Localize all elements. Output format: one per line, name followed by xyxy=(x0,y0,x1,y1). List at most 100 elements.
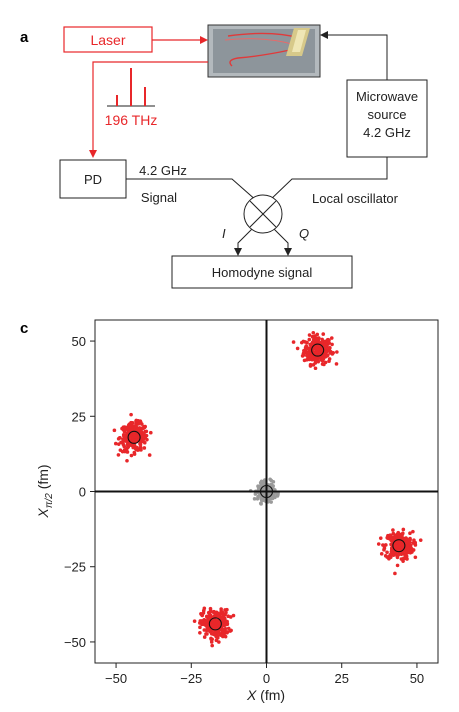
scatter-point xyxy=(318,350,323,355)
local-oscillator-label: Local oscillator xyxy=(312,191,399,206)
scatter-point xyxy=(379,552,384,556)
scatter-point xyxy=(228,615,233,619)
scatter-point xyxy=(205,619,210,624)
scatter-point xyxy=(141,426,146,430)
scatter-point xyxy=(313,358,317,362)
scatter-point xyxy=(204,614,209,619)
scatter-point xyxy=(331,351,336,355)
scatter-point xyxy=(209,640,214,644)
scatter-point xyxy=(201,611,206,615)
mixer-icon xyxy=(243,194,283,234)
scatter-point xyxy=(136,419,141,423)
scatter-point xyxy=(310,340,315,344)
scatter-point xyxy=(268,477,272,482)
scatter-point xyxy=(259,502,263,506)
scatter-point xyxy=(378,536,383,540)
scatter-point xyxy=(401,531,405,536)
scatter-point xyxy=(212,632,216,637)
scatter-point xyxy=(123,427,127,432)
scatter-point xyxy=(387,556,391,561)
scatter-point xyxy=(116,453,121,457)
x-axis-label-unit: (fm) xyxy=(256,687,285,703)
scatter-point xyxy=(335,350,339,354)
q-label: Q xyxy=(299,226,309,241)
scatter-point xyxy=(315,332,320,337)
x-axis-label-main: X xyxy=(246,687,257,703)
scatter-point xyxy=(418,538,423,542)
local-oscillator-line xyxy=(267,157,388,203)
microwave-source-box xyxy=(346,79,428,158)
panel-c: c −50 −25 0 25 50 −50 −25 0 25 50 Xπ/2 (fm) X (fm… xyxy=(20,319,439,703)
scatter-point xyxy=(406,550,411,555)
microwave-label-line1: Microwave xyxy=(356,89,418,104)
scatter-point xyxy=(112,428,117,433)
scatter-point xyxy=(314,346,319,351)
scatter-point xyxy=(383,554,388,558)
y-axis-label-sub: π/2 xyxy=(44,493,55,508)
scatter-point xyxy=(307,333,312,337)
scatter-point xyxy=(382,548,386,552)
device-chip-image xyxy=(207,24,321,78)
scatter-point xyxy=(221,612,226,616)
scatter-point xyxy=(127,442,132,447)
scatter-point xyxy=(401,527,406,532)
scatter-point xyxy=(116,436,121,441)
scatter-point xyxy=(399,557,404,561)
scatter-point xyxy=(376,542,381,546)
scatter-point xyxy=(309,354,314,359)
scatter-point xyxy=(135,427,140,432)
q-arrow-icon xyxy=(284,248,292,256)
scatter-point xyxy=(231,613,236,618)
scatter-point xyxy=(252,497,257,501)
scatter-point xyxy=(134,424,138,429)
x-tick-label: −25 xyxy=(180,671,202,686)
x-tick-label: 50 xyxy=(410,671,424,686)
scatter-point xyxy=(323,349,328,354)
scatter-point xyxy=(408,536,412,541)
scatter-point xyxy=(203,623,208,628)
scatter-point xyxy=(314,337,319,342)
y-tick-label: 25 xyxy=(72,409,86,424)
scatter-point xyxy=(198,625,202,630)
laser-label: Laser xyxy=(90,32,125,48)
scatter-point xyxy=(192,619,197,623)
scatter-point xyxy=(397,534,402,539)
pd-label: PD xyxy=(84,172,102,187)
scatter-point xyxy=(389,538,393,542)
scatter-point xyxy=(409,548,413,553)
scatter-point xyxy=(404,536,408,540)
i-arrow-icon xyxy=(234,248,242,256)
y-axis-label: Xπ/2 (fm) xyxy=(35,464,55,518)
x-tick-label: −50 xyxy=(105,671,127,686)
scatter-point xyxy=(260,498,264,503)
scatter-point xyxy=(408,531,412,536)
scatter-point xyxy=(308,364,313,368)
scatter-point xyxy=(307,337,312,342)
pd-arrow-icon xyxy=(89,150,97,158)
scatter-point xyxy=(132,452,137,456)
scatter-point xyxy=(215,636,220,640)
scatter-point xyxy=(223,626,228,631)
scatter-point xyxy=(413,541,418,545)
scatter-point xyxy=(144,433,149,438)
panel-a: a Laser 196 THz Microwave source xyxy=(20,24,428,289)
scatter-point xyxy=(129,420,133,425)
scatter-point xyxy=(141,439,145,443)
scatter-point xyxy=(204,632,208,636)
x-tick-label: 25 xyxy=(334,671,348,686)
x-axis-label: X (fm) xyxy=(246,687,285,703)
scatter-point xyxy=(311,363,316,367)
scatter-point xyxy=(413,555,418,560)
scatter-point xyxy=(213,611,217,616)
scatter-point xyxy=(391,528,395,532)
scatter-point xyxy=(329,336,334,340)
cluster-center-marker xyxy=(259,484,274,499)
scatter-point xyxy=(208,606,213,611)
scatter-point xyxy=(211,619,216,624)
y-tick-label: −50 xyxy=(64,635,86,650)
scatter-point xyxy=(399,543,404,547)
scatter-point xyxy=(119,440,123,445)
scatter-point xyxy=(198,630,202,635)
pd-box xyxy=(59,159,127,199)
scatter-point xyxy=(123,449,127,454)
